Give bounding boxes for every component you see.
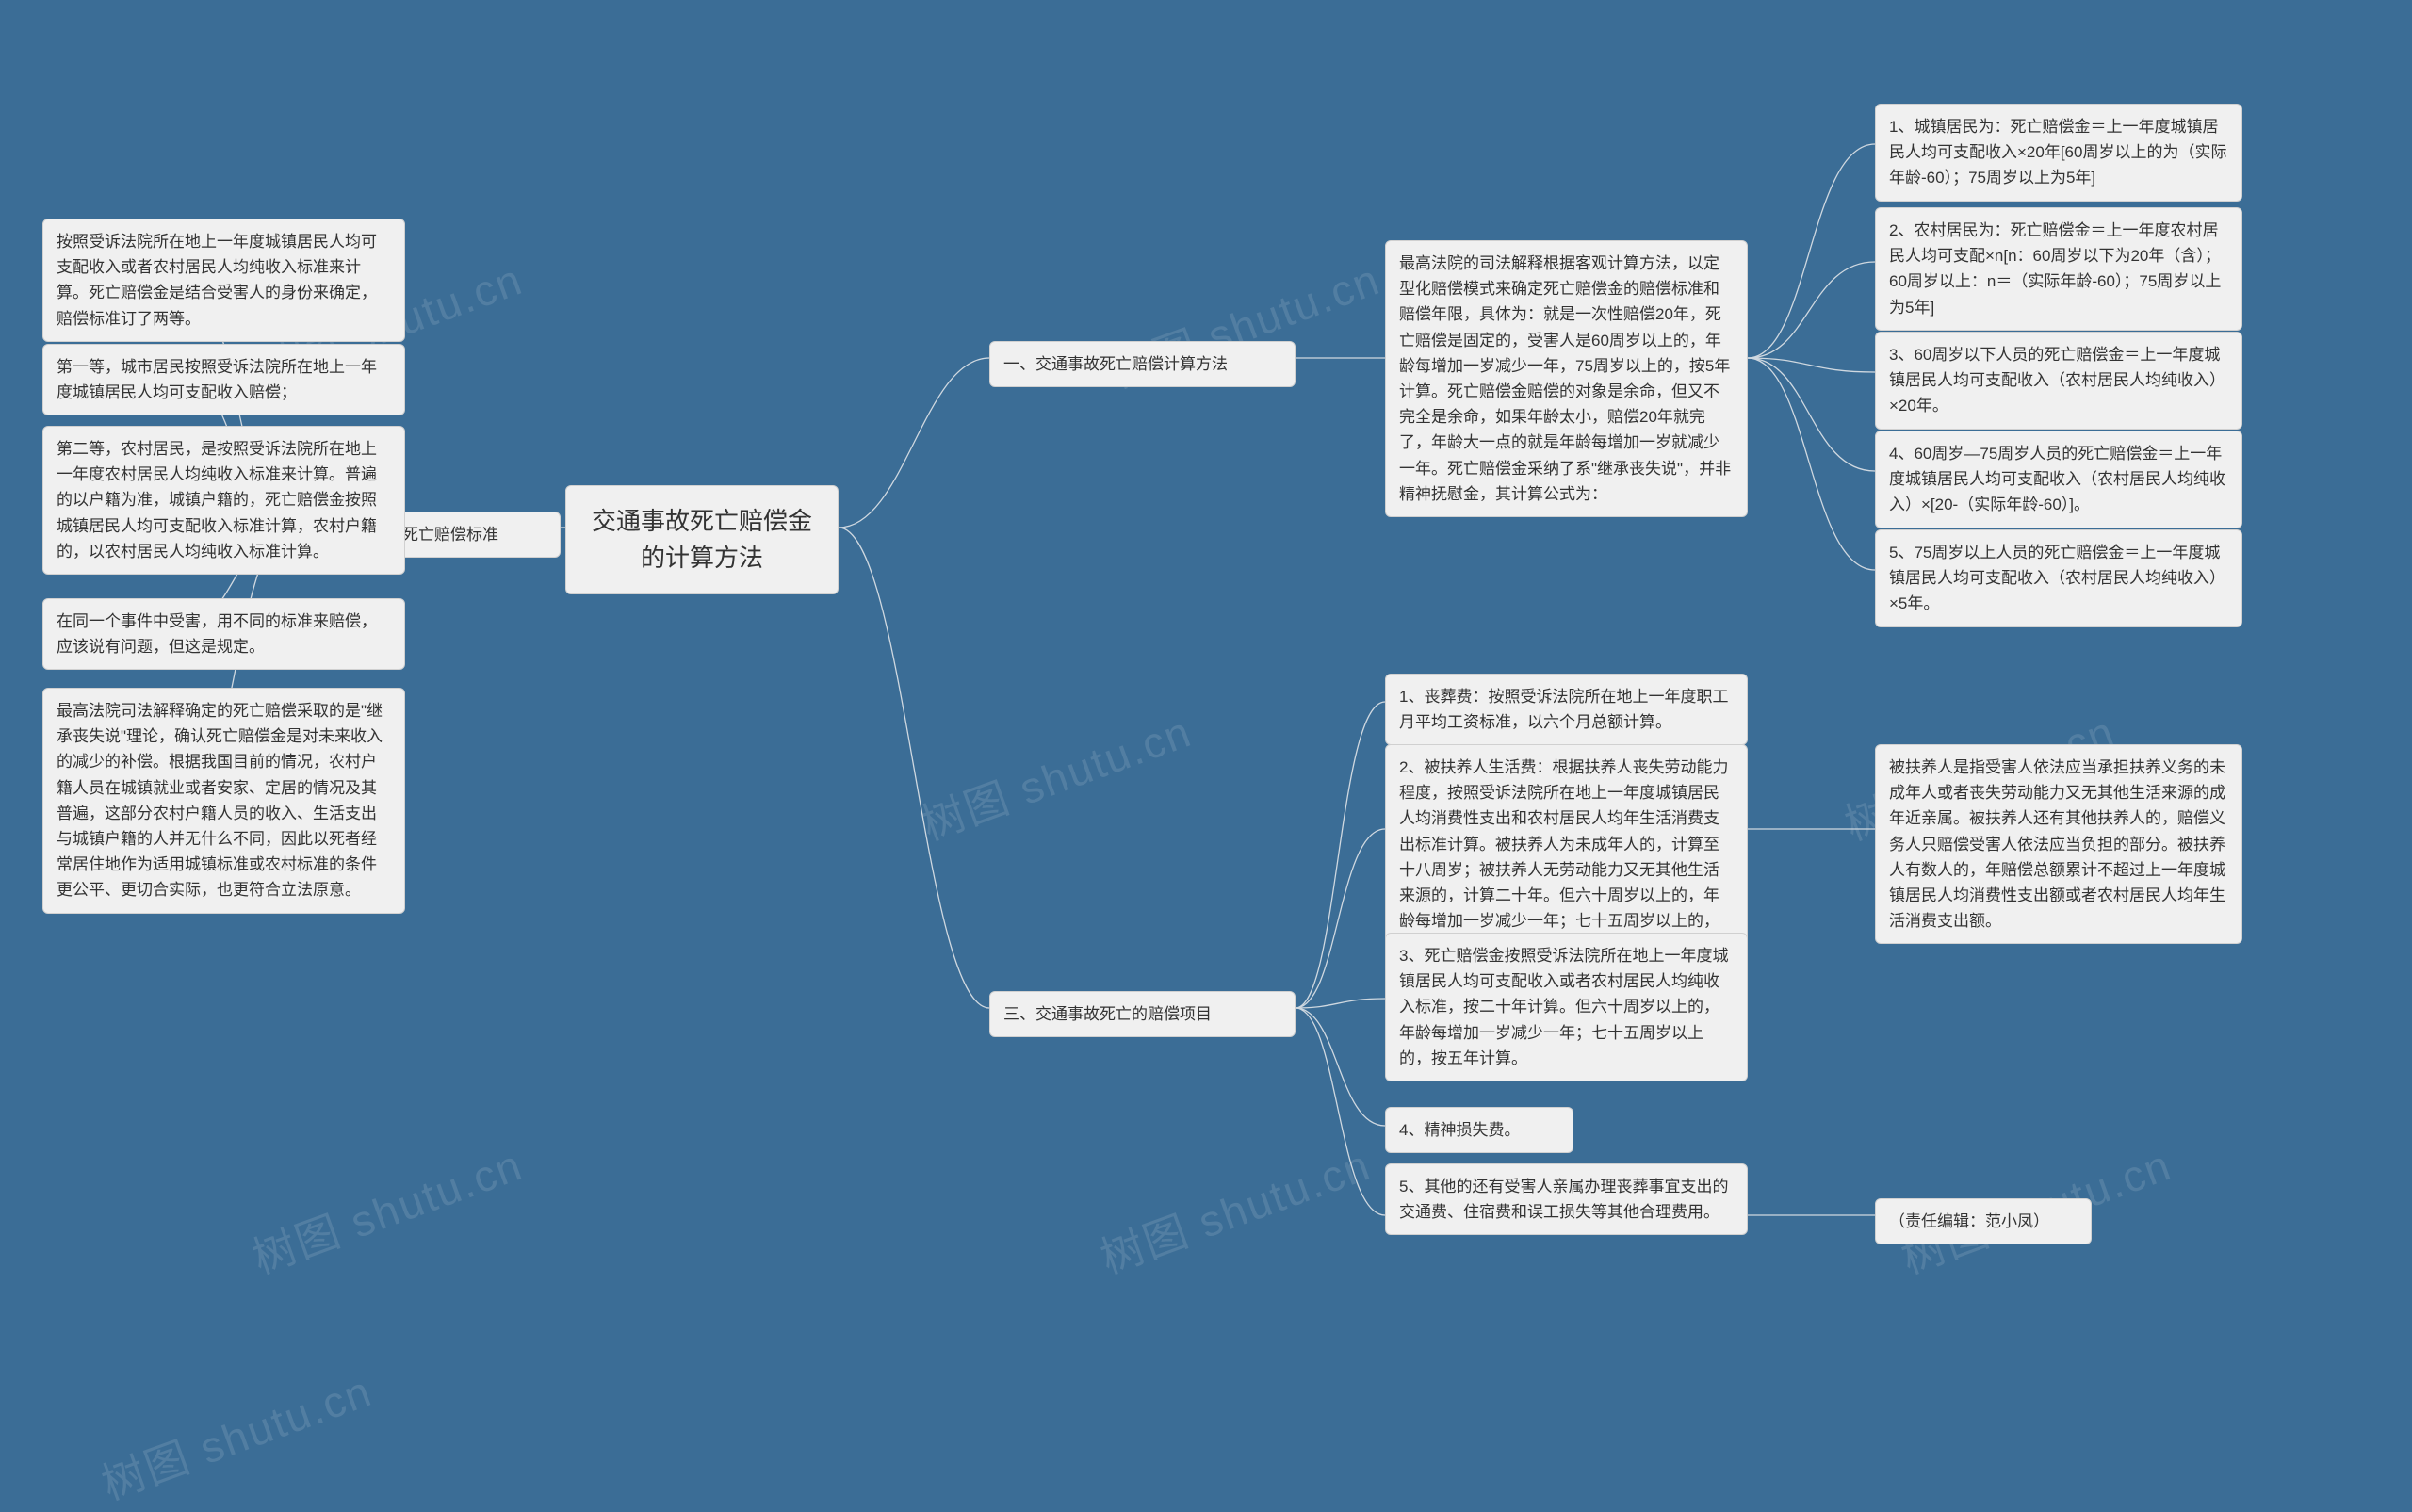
section1-title: 一、交通事故死亡赔偿计算方法 — [989, 341, 1296, 387]
watermark: 树图 shutu.cn — [243, 1131, 530, 1287]
section3-item-5: 5、其他的还有受害人亲属办理丧葬事宜支出的交通费、住宿费和误工损失等其他合理费用… — [1385, 1163, 1748, 1235]
section2-item-4: 在同一个事件中受害，用不同的标准来赔偿，应该说有问题，但这是规定。 — [42, 598, 405, 670]
section1-body: 最高法院的司法解释根据客观计算方法，以定型化赔偿模式来确定死亡赔偿金的赔偿标准和… — [1385, 240, 1748, 517]
section2-item-3: 第二等，农村居民，是按照受诉法院所在地上一年度农村居民人均纯收入标准来计算。普遍… — [42, 426, 405, 575]
section2-item-1: 按照受诉法院所在地上一年度城镇居民人均可支配收入或者农村居民人均纯收入标准来计算… — [42, 219, 405, 342]
section1-item-1: 1、城镇居民为：死亡赔偿金＝上一年度城镇居民人均可支配收入×20年[60周岁以上… — [1875, 104, 2242, 202]
section1-item-2: 2、农村居民为：死亡赔偿金＝上一年度农村居民人均可支配×n[n：60周岁以下为2… — [1875, 207, 2242, 331]
section3-title: 三、交通事故死亡的赔偿项目 — [989, 991, 1296, 1037]
section3-item-1: 1、丧葬费：按照受诉法院所在地上一年度职工月平均工资标准，以六个月总额计算。 — [1385, 674, 1748, 745]
section1-item-5: 5、75周岁以上人员的死亡赔偿金＝上一年度城镇居民人均可支配收入（农村居民人均纯… — [1875, 529, 2242, 627]
section1-item-3: 3、60周岁以下人员的死亡赔偿金＝上一年度城镇居民人均可支配收入（农村居民人均纯… — [1875, 332, 2242, 430]
watermark: 树图 shutu.cn — [1091, 1131, 1378, 1287]
section3-item-3: 3、死亡赔偿金按照受诉法院所在地上一年度城镇居民人均可支配收入或者农村居民人均纯… — [1385, 933, 1748, 1081]
center-node: 交通事故死亡赔偿金的计算方法 — [565, 485, 839, 594]
section2-item-2: 第一等，城市居民按照受诉法院所在地上一年度城镇居民人均可支配收入赔偿； — [42, 344, 405, 415]
section1-item-4: 4、60周岁—75周岁人员的死亡赔偿金＝上一年度城镇居民人均可支配收入（农村居民… — [1875, 431, 2242, 528]
section2-item-5: 最高法院司法解释确定的死亡赔偿采取的是"继承丧失说"理论，确认死亡赔偿金是对未来… — [42, 688, 405, 914]
section3-item-5b: （责任编辑：范小凤） — [1875, 1198, 2092, 1244]
watermark: 树图 shutu.cn — [912, 698, 1199, 854]
section3-item-4: 4、精神损失费。 — [1385, 1107, 1573, 1153]
section3-item-2b: 被扶养人是指受害人依法应当承担扶养义务的未成年人或者丧失劳动能力又无其他生活来源… — [1875, 744, 2242, 944]
watermark: 树图 shutu.cn — [92, 1358, 380, 1512]
